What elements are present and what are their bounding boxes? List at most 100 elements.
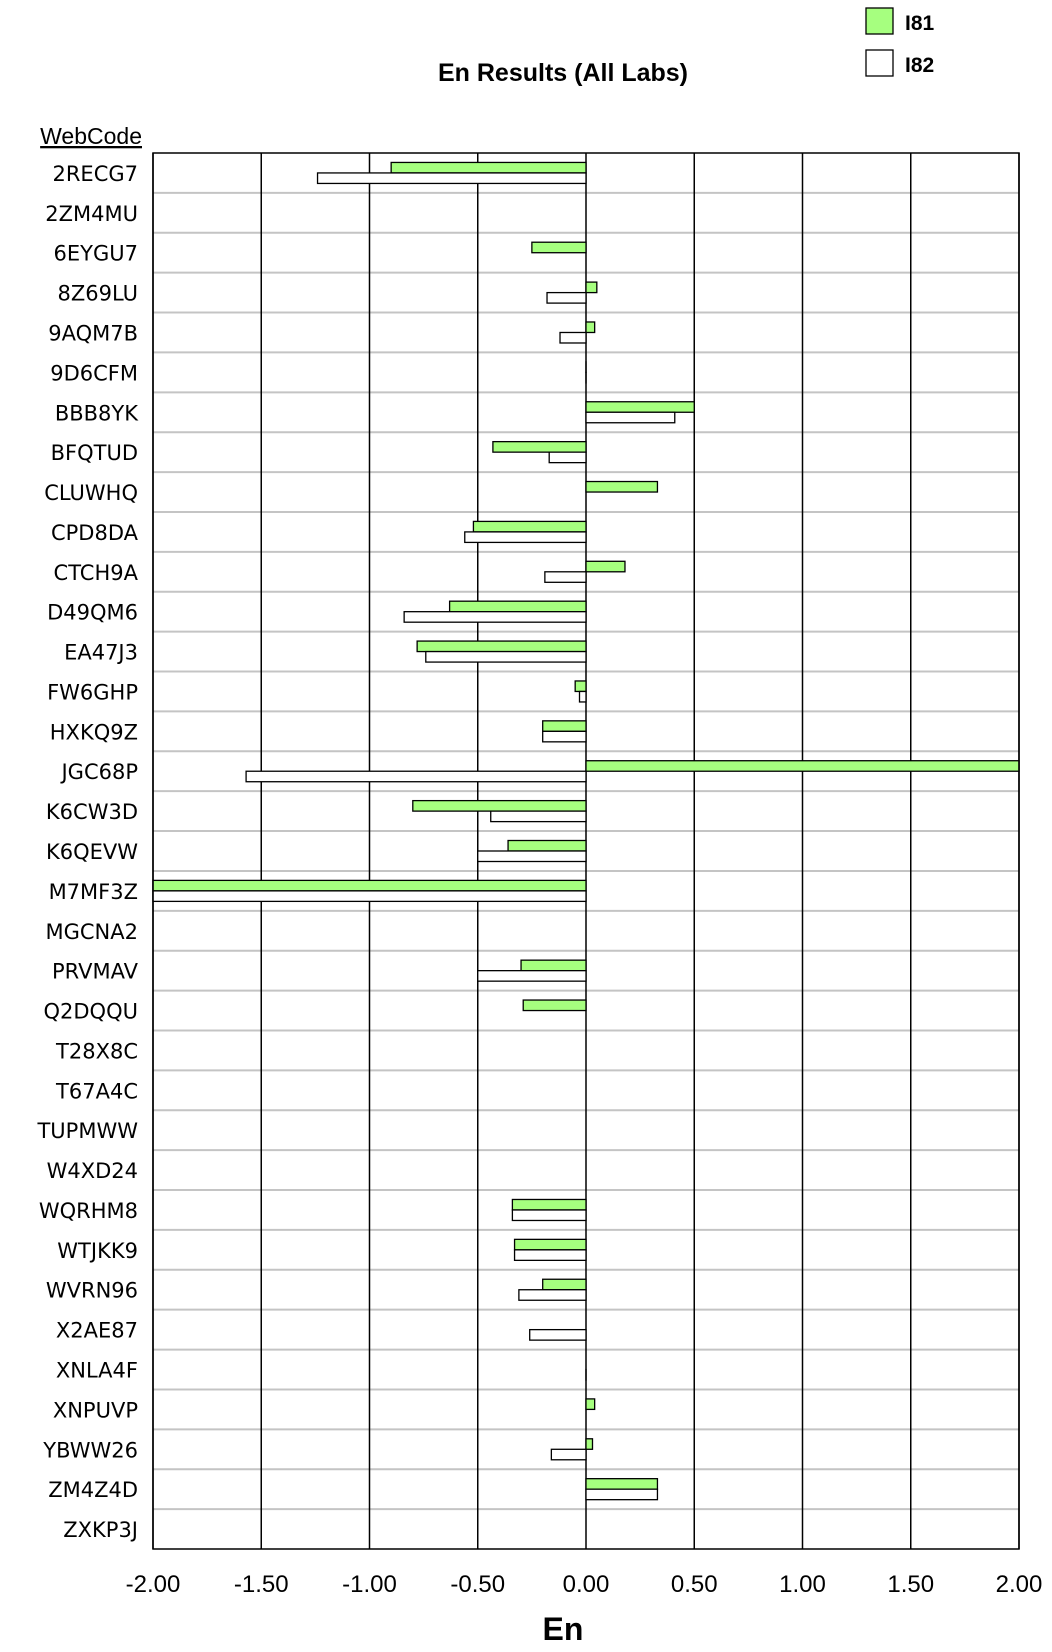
bar-i81-6eygu7 [531, 241, 587, 254]
legend: I81 I82 [865, 7, 935, 77]
bars [152, 161, 1020, 1501]
bar-i81-k6cw3d [412, 799, 587, 812]
bar-i81-8z69lu [585, 281, 598, 294]
y-tick-label: FW6GHP [47, 680, 138, 704]
bar-i82-bfqtud [548, 451, 587, 464]
y-tick-label: 6EYGU7 [54, 242, 138, 266]
y-tick-labels: 2RECG7 2ZM4MU 6EYGU7 8Z69LU 9AQM7B 9D6CFM BBB8… [36, 162, 139, 1542]
bar-i81-d49qm6 [448, 600, 587, 613]
x-tick-labels: -2.00 -1.50 -1.00 -0.50 0.00 0.50 1.00 1.50 2.00 [126, 1571, 1043, 1598]
y-tick-label: K6CW3D [46, 800, 138, 824]
y-tick-label: T67A4C [55, 1079, 138, 1103]
bar-i82-wtjkk9 [513, 1249, 587, 1262]
axes [152, 152, 1020, 1550]
y-tick-label: CPD8DA [51, 521, 139, 545]
bar-i81-9aqm7b [585, 321, 596, 334]
y-tick-label: ZM4Z4D [48, 1478, 138, 1502]
bar-i81-bbb8yk [585, 401, 695, 413]
x-tick-label: 2.00 [996, 1571, 1043, 1598]
y-tick-label: EA47J3 [64, 641, 138, 665]
legend-swatch-i82 [865, 49, 894, 77]
legend-swatch-i81 [865, 7, 894, 35]
bar-i81-q2dqqu [522, 999, 587, 1012]
bar-i82-wqrhm8 [511, 1209, 587, 1222]
y-tick-label: T28X8C [55, 1039, 138, 1063]
bar-i81-wvrn96 [542, 1278, 587, 1291]
x-axis-label: En [543, 1611, 584, 1647]
y-tick-label: ZXKP3J [63, 1518, 138, 1542]
bar-i82-hxkq9z [542, 730, 587, 743]
bar-i81-zm4z4d [585, 1478, 659, 1490]
bar-i82-ybww26 [550, 1448, 587, 1461]
y-tick-label: WTJKK9 [57, 1239, 138, 1263]
y-tick-label: 8Z69LU [58, 282, 139, 306]
bar-i81-2recg7 [390, 161, 587, 174]
x-tick-label: 0.50 [671, 1571, 718, 1598]
bar-i81-cluwhq [585, 480, 659, 493]
bar-i82-k6cw3d [490, 810, 587, 823]
plot-frame [152, 152, 1020, 1550]
bar-i81-prvmav [520, 959, 587, 972]
legend-label-i82: I82 [905, 54, 934, 77]
bar-i82-8z69lu [546, 291, 587, 304]
y-tick-label: M7MF3Z [49, 880, 138, 904]
bar-i82-zm4z4d [585, 1488, 659, 1501]
bar-i81-cpd8da [472, 520, 587, 533]
bar-i82-9aqm7b [559, 331, 587, 344]
bar-i81-bfqtud [492, 440, 587, 453]
y-tick-label: 9D6CFM [50, 361, 138, 385]
y-tick-label: D49QM6 [47, 601, 138, 625]
y-tick-label: 9AQM7B [48, 321, 138, 345]
bar-i82-ea47j3 [425, 650, 587, 663]
bar-i82-m7mf3z [152, 890, 587, 903]
x-tick-label: 1.50 [887, 1571, 934, 1598]
bar-i81-ybww26 [585, 1438, 594, 1450]
y-tick-label: BBB8YK [55, 401, 139, 425]
chart-title: En Results (All Labs) [438, 59, 688, 87]
bar-i81-jgc68p [585, 760, 1020, 772]
y-tick-label: BFQTUD [51, 441, 138, 465]
y-tick-label: WVRN96 [46, 1279, 138, 1303]
bar-i82-k6qevw [477, 850, 587, 863]
bar-i81-ea47j3 [416, 640, 587, 653]
grid [152, 153, 1020, 1549]
y-tick-label: X2AE87 [56, 1319, 138, 1343]
x-tick-label: -0.50 [450, 1571, 505, 1598]
bar-i82-x2ae87 [529, 1328, 587, 1341]
bar-i82-cpd8da [464, 531, 587, 544]
y-tick-label: PRVMAV [52, 960, 139, 984]
y-tick-label: K6QEVW [46, 840, 138, 864]
bar-i81-hxkq9z [542, 720, 587, 732]
y-tick-label: XNPUVP [53, 1398, 138, 1422]
y-tick-label: 2ZM4MU [45, 202, 138, 226]
y-tick-label: TUPMWW [36, 1119, 138, 1143]
bar-i82-d49qm6 [403, 611, 587, 623]
y-tick-label: 2RECG7 [52, 162, 138, 186]
bar-i81-fw6ghp [574, 680, 587, 693]
bar-i81-wqrhm8 [511, 1198, 587, 1211]
bar-i82-bbb8yk [585, 411, 676, 424]
x-tick-label: -1.00 [342, 1571, 397, 1598]
bar-i82-fw6ghp [578, 690, 587, 703]
bar-i81-xnpuvp [585, 1398, 596, 1411]
bar-i81-k6qevw [507, 839, 587, 852]
y-tick-label: W4XD24 [47, 1159, 138, 1183]
y-tick-label: MGCNA2 [46, 920, 139, 944]
bar-i82-prvmav [477, 970, 587, 982]
bar-i82-2recg7 [316, 172, 587, 185]
y-tick-label: JGC68P [59, 760, 138, 784]
bar-i82-wvrn96 [518, 1289, 587, 1301]
x-tick-label: 0.00 [563, 1571, 610, 1598]
x-tick-label: -1.50 [234, 1571, 289, 1598]
x-tick-label: 1.00 [779, 1571, 826, 1598]
x-tick-label: -2.00 [126, 1571, 181, 1598]
legend-label-i81: I81 [905, 12, 935, 35]
y-tick-label: WQRHM8 [39, 1199, 138, 1223]
y-tick-label: HXKQ9Z [50, 720, 138, 744]
y-tick-label: CLUWHQ [44, 481, 138, 505]
y-tick-label: CTCH9A [54, 561, 139, 585]
bar-i81-ctch9a [585, 560, 626, 573]
bar-i81-m7mf3z [152, 879, 587, 892]
bar-i82-ctch9a [544, 571, 587, 583]
